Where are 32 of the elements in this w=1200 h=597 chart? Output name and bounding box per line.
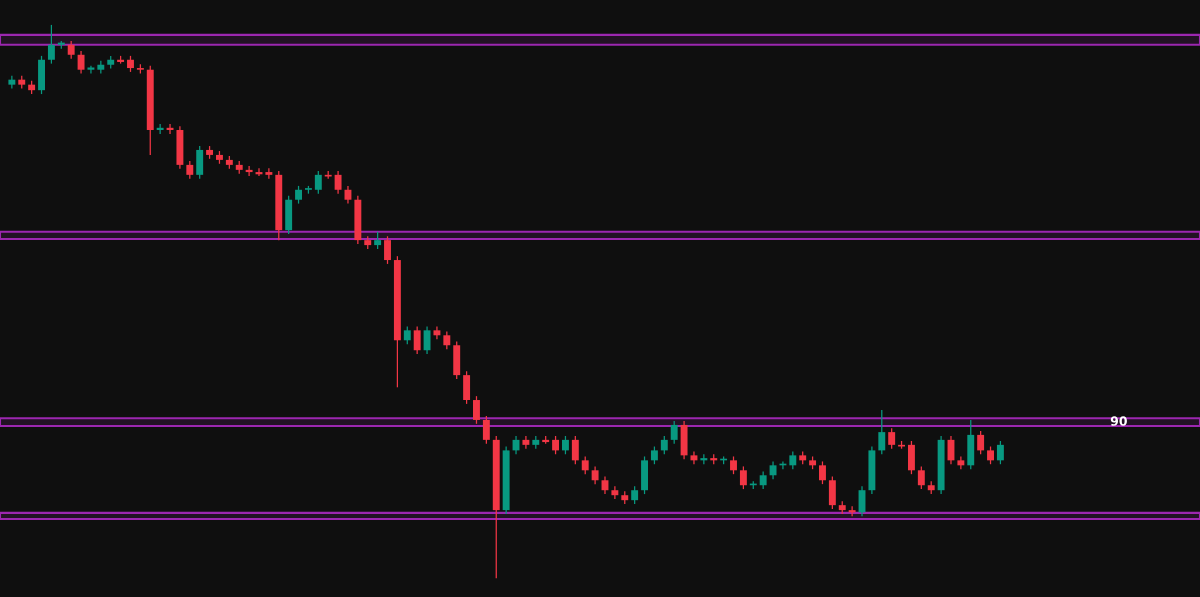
candlestick: [670, 420, 678, 445]
band-label: 90: [1110, 416, 1127, 426]
candlestick: [8, 75, 16, 90]
candlestick: [334, 170, 342, 195]
candlestick: [819, 460, 826, 485]
candlestick: [660, 435, 668, 455]
candlestick: [996, 440, 1004, 465]
candlestick: [473, 395, 480, 425]
candlestick: [384, 235, 391, 265]
candlestick: [552, 435, 560, 455]
candlestick: [47, 24, 55, 65]
candlestick: [156, 123, 164, 135]
candlestick: [522, 435, 530, 450]
candlestick: [888, 427, 896, 450]
candlestick: [848, 505, 856, 517]
candlestick: [265, 167, 273, 180]
candlestick: [87, 65, 95, 75]
candlestick: [571, 435, 579, 465]
candlestick: [739, 465, 747, 490]
candlestick: [245, 165, 253, 177]
candlestick: [878, 409, 886, 455]
candlestick: [917, 465, 925, 490]
candlestick: [77, 50, 85, 75]
candlestick: [423, 325, 431, 355]
candlestick: [482, 415, 490, 445]
candlestick: [433, 325, 441, 340]
candlestick: [977, 430, 985, 455]
candlestick: [413, 325, 421, 355]
candlestick: [561, 435, 569, 455]
candlestick: [957, 455, 965, 470]
candlestick: [611, 485, 619, 500]
candlestick: [314, 170, 322, 195]
